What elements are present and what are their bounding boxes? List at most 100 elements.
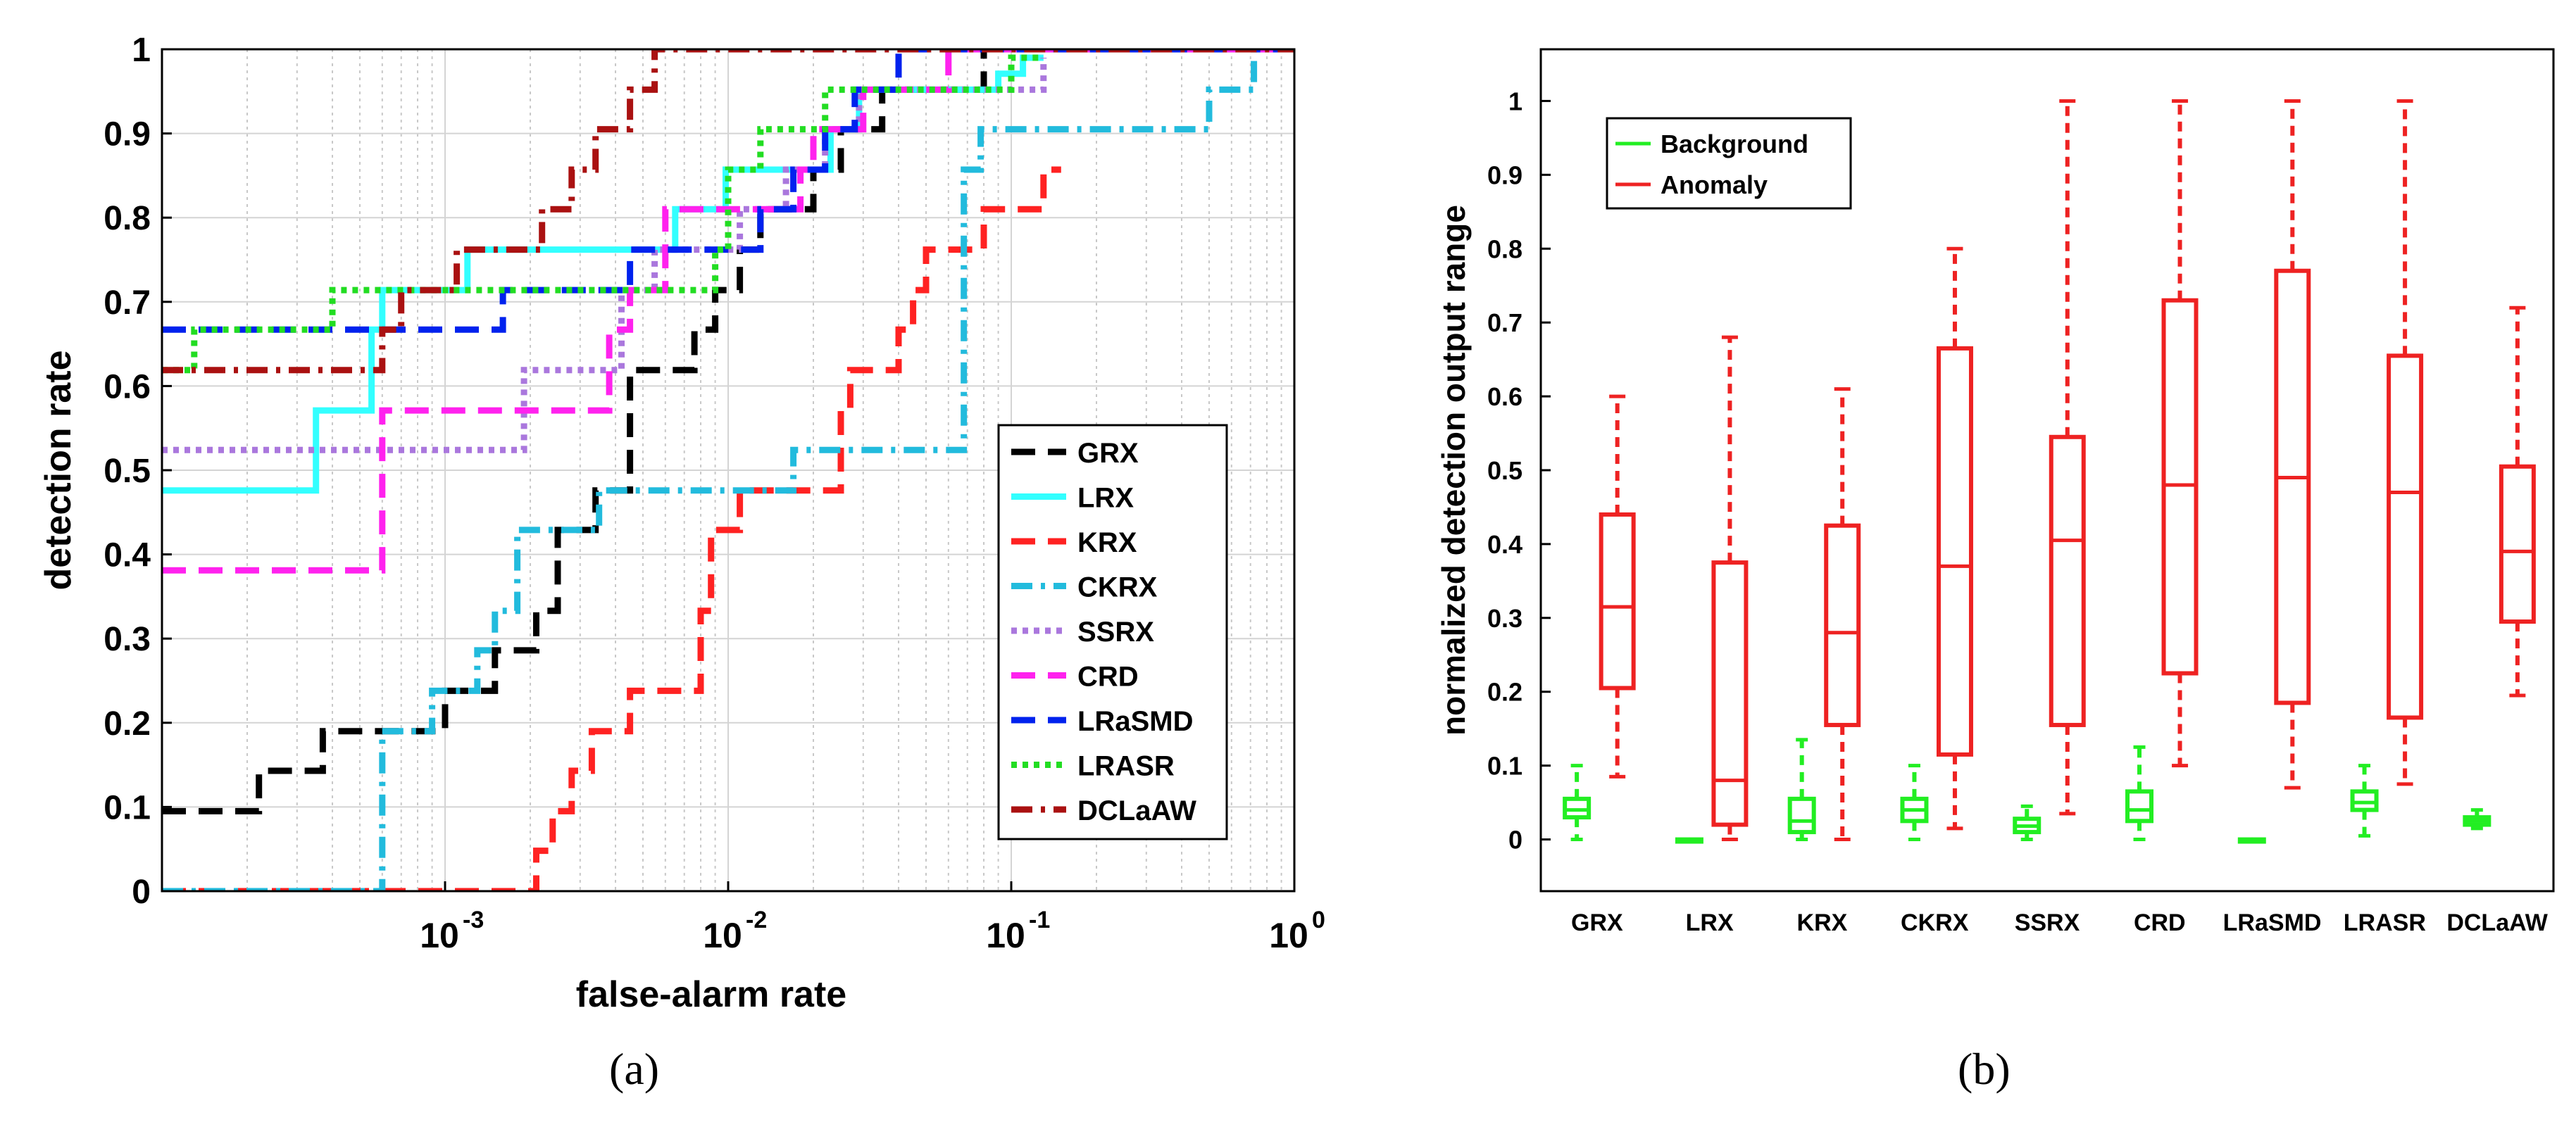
roc-y-tick-label: 1 xyxy=(132,32,151,69)
roc-legend-label: GRX xyxy=(1077,438,1139,469)
roc-x-tick-exponent: -2 xyxy=(746,907,767,933)
caption-a: (a) xyxy=(609,1043,659,1095)
box-background-GRX xyxy=(1563,764,1592,842)
boxplot-y-tick-label: 0.4 xyxy=(1487,530,1523,559)
box-anomaly-SSRX xyxy=(2049,99,2086,816)
boxplot-chart: 0 0.1 0.2 0.3 0.4 0.5 0.6 0.7 0.8 0.9 1 GRX LRX KRX CK… xyxy=(1435,48,2555,936)
roc-curve-DCLaAW xyxy=(162,49,1294,374)
box-background-CRD xyxy=(2125,745,2154,842)
roc-x-tick-exponent: -1 xyxy=(1029,907,1050,933)
box-body xyxy=(1711,560,1749,827)
boxplot-y-tick-label: 0.6 xyxy=(1487,382,1523,411)
roc-series xyxy=(162,49,1294,891)
box-background-SSRX xyxy=(2013,804,2042,842)
box-anomaly-GRX xyxy=(1599,394,1636,779)
boxplot-boxes xyxy=(1563,99,2536,844)
roc-curve-KRX xyxy=(162,166,1061,891)
boxplot-y-tick-label: 0 xyxy=(1508,826,1523,855)
roc-legend-label: SSRX xyxy=(1077,617,1154,648)
roc-x-tick-exponent: 0 xyxy=(1312,907,1325,933)
roc-y-tick-label: 0.2 xyxy=(104,705,151,743)
roc-curve-CKRX xyxy=(162,49,1294,891)
roc-legend-label: LRASR xyxy=(1077,751,1175,782)
boxplot-category-label: CRD xyxy=(2134,909,2186,936)
box-body xyxy=(2274,268,2311,705)
box-background-LRaSMD xyxy=(2237,837,2266,844)
roc-legend-label: LRX xyxy=(1077,483,1134,514)
boxplot-y-tick-label: 1 xyxy=(1508,87,1523,115)
roc-y-tick-label: 0.8 xyxy=(104,200,151,237)
roc-y-axis-label: detection rate xyxy=(38,351,79,591)
roc-x-tick-label: 10 xyxy=(1269,916,1308,955)
boxplot-y-tick-label: 0.7 xyxy=(1487,308,1523,337)
boxplot-legend: Background Anomaly xyxy=(1606,117,1852,210)
box-body xyxy=(2387,353,2424,720)
boxplot-category-label: SSRX xyxy=(2015,909,2080,936)
boxplot-category-label: CKRX xyxy=(1901,909,1969,936)
boxplot-legend-label: Anomaly xyxy=(1661,170,1768,199)
box-body xyxy=(2350,789,2379,812)
box-background-KRX xyxy=(1787,738,1816,842)
boxplot-ticks: 0 0.1 0.2 0.3 0.4 0.5 0.6 0.7 0.8 0.9 1 GRX LRX KRX CK… xyxy=(1487,87,2549,936)
box-anomaly-LRaSMD xyxy=(2274,99,2311,790)
roc-y-tick-label: 0 xyxy=(132,874,151,911)
roc-legend-label: CKRX xyxy=(1077,572,1158,603)
box-body xyxy=(1824,523,1861,727)
roc-y-tick-label: 0.3 xyxy=(104,621,151,658)
box-body xyxy=(1936,346,1973,757)
box-anomaly-CRD xyxy=(2161,99,2199,768)
box-body xyxy=(1563,796,1592,820)
box-background-LRX xyxy=(1675,837,1703,844)
roc-x-tick-label: 10 xyxy=(703,916,742,955)
roc-legend-label: LRaSMD xyxy=(1077,706,1193,737)
box-anomaly-LRASR xyxy=(2387,99,2424,786)
box-background-CKRX xyxy=(1900,764,1929,842)
box-anomaly-CKRX xyxy=(1936,246,1973,831)
caption-a-text: (a) xyxy=(609,1044,660,1094)
boxplot-category-label: LRX xyxy=(1686,909,1734,936)
box-anomaly-KRX xyxy=(1824,387,1861,842)
roc-y-tick-label: 0.9 xyxy=(104,116,151,153)
roc-x-tick-label: 10 xyxy=(986,916,1025,955)
boxplot-y-tick-label: 0.3 xyxy=(1487,604,1523,633)
roc-curve-SSRX xyxy=(162,58,1047,453)
box-body xyxy=(2161,298,2199,676)
boxplot-y-tick-label: 0.8 xyxy=(1487,234,1523,263)
roc-legend-label: CRD xyxy=(1077,662,1139,693)
roc-legend: GRX LRX KRX CKRX SSRX CRD LRaSMD LRASR DCLaAW xyxy=(997,424,1228,840)
roc-x-tick-label: 10 xyxy=(420,916,459,955)
boxplot-y-tick-label: 0.9 xyxy=(1487,160,1523,189)
boxplot-y-tick-label: 0.1 xyxy=(1487,752,1523,781)
roc-legend-label: KRX xyxy=(1077,527,1137,558)
roc-y-tick-label: 0.1 xyxy=(104,789,151,826)
box-body xyxy=(2049,434,2086,727)
box-anomaly-LRX xyxy=(1711,335,1749,842)
boxplot-category-label: DCLaAW xyxy=(2446,909,2548,936)
roc-x-tick-exponent: -3 xyxy=(463,907,484,933)
roc-y-tick-label: 0.7 xyxy=(104,284,151,322)
roc-x-axis-label: false-alarm rate xyxy=(576,974,846,1015)
box-body xyxy=(2125,789,2154,824)
roc-curve-LRASR xyxy=(162,54,1044,374)
box-body xyxy=(1599,512,1636,691)
roc-curve-LRX xyxy=(162,54,1044,494)
boxplot-y-axis-label: normalized detection output range xyxy=(1435,205,1472,736)
boxplot-category-label: KRX xyxy=(1797,909,1848,936)
roc-y-tick-label: 0.4 xyxy=(104,537,151,574)
boxplot-y-tick-label: 0.2 xyxy=(1487,678,1523,707)
roc-y-tick-label: 0.6 xyxy=(104,368,151,405)
roc-curve-CRD xyxy=(162,49,1294,574)
box-background-DCLaAW xyxy=(2463,808,2491,831)
boxplot-category-label: GRX xyxy=(1571,909,1623,936)
roc-y-tick-label: 0.5 xyxy=(104,453,151,490)
box-anomaly-DCLaAW xyxy=(2499,305,2536,698)
box-body xyxy=(2499,464,2536,624)
box-body xyxy=(1787,796,1816,835)
roc-legend-label: DCLaAW xyxy=(1077,795,1196,826)
boxplot-legend-box xyxy=(1606,117,1852,210)
boxplot-category-label: LRaSMD xyxy=(2223,909,2322,936)
box-background-LRASR xyxy=(2350,764,2379,838)
boxplot-legend-label: Background xyxy=(1661,130,1808,158)
